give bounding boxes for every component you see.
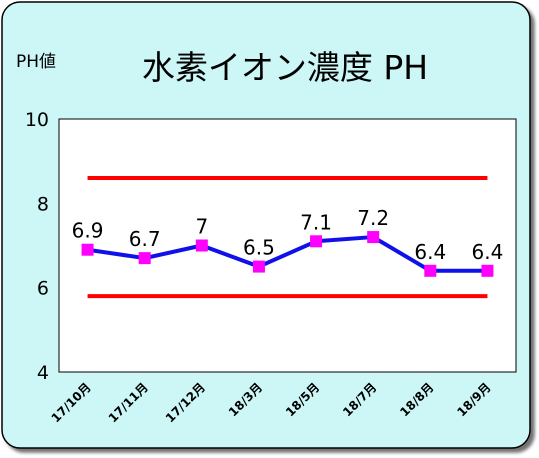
data-label: 7.2 [357,206,389,230]
y-tick-label: 6 [37,278,49,300]
y-axis-label: PH値 [16,52,56,72]
data-point-marker [252,260,265,273]
y-tick-label: 10 [25,109,49,131]
data-point-marker [424,264,437,277]
data-label: 6.5 [243,236,275,260]
y-tick-label: 8 [37,193,49,215]
data-point-marker [481,264,494,277]
data-label: 6.4 [414,240,446,264]
y-tick-label: 4 [37,362,49,384]
data-point-marker [310,235,323,248]
data-point-marker [195,239,208,252]
data-point-marker [81,243,94,256]
y-tick-labels: 4 6 8 10 [25,109,49,384]
plot-area [58,118,517,373]
data-label: 6.7 [129,227,161,251]
data-label: 6.9 [72,219,104,243]
data-label: 7.1 [300,210,332,234]
data-point-marker [138,252,151,265]
series-layer: 6.9 6.7 7 6.5 7.1 7.2 6.4 6.4 [72,206,504,277]
chart-title: 水素イオン濃度 PH [142,48,428,87]
series-line [87,235,488,273]
reference-lines [87,176,488,299]
data-point-marker [367,231,380,244]
data-label: 7 [195,215,208,239]
data-label: 6.4 [472,240,504,264]
